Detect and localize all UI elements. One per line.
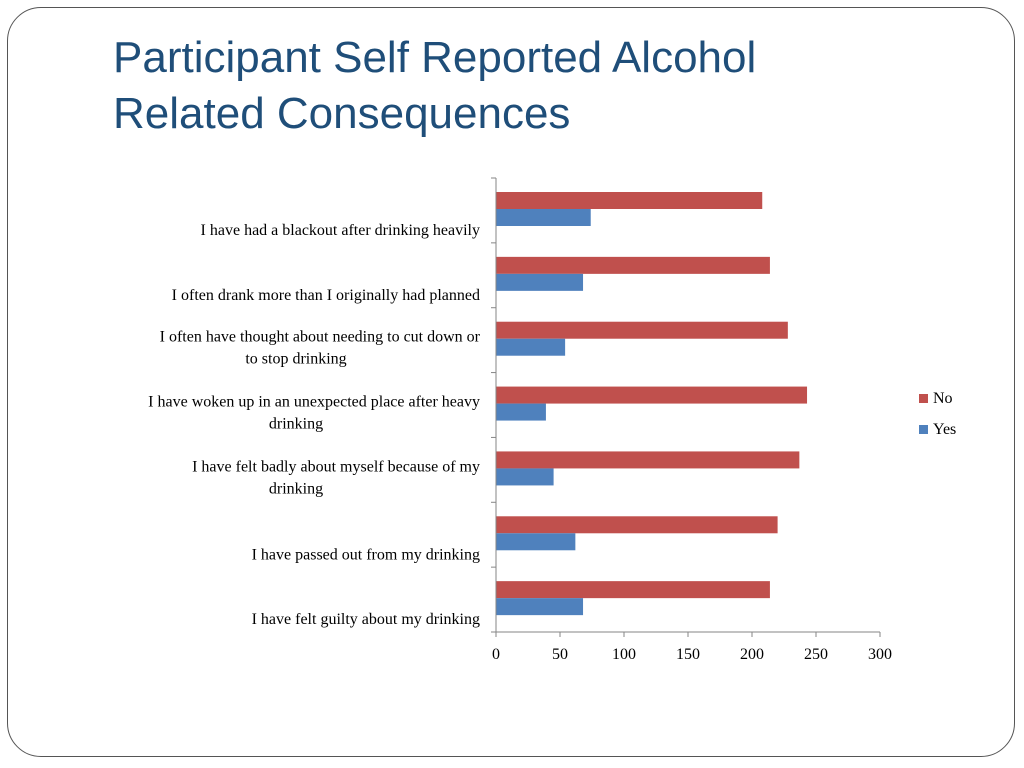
legend-label-yes: Yes (933, 421, 956, 438)
bar-yes-7 (496, 598, 584, 616)
bar-yes-1 (496, 209, 591, 226)
bar-yes-3 (496, 338, 566, 356)
bar-no-1 (496, 192, 763, 209)
category-label: I have woken up in an unexpected place a… (148, 394, 480, 411)
bar-no-6 (496, 516, 778, 534)
bar-no-5 (496, 451, 800, 469)
category-label: drinking (269, 480, 323, 497)
slide-title-line-1: Participant Self Reported Alcohol (113, 33, 757, 82)
bar-no-4 (496, 386, 808, 404)
x-tick-label: 100 (612, 646, 636, 663)
category-label: I have felt badly about myself because o… (192, 458, 480, 475)
x-tick-label: 150 (676, 646, 700, 663)
bar-yes-4 (496, 403, 546, 421)
category-label: drinking (269, 416, 323, 433)
category-label: I often drank more than I originally had… (172, 287, 480, 304)
bar-no-2 (496, 256, 770, 274)
x-tick-label: 200 (740, 646, 764, 663)
bar-yes-5 (496, 468, 554, 486)
bar-yes-6 (496, 533, 576, 551)
category-label: I have passed out from my drinking (252, 546, 480, 563)
bar-no-3 (496, 321, 788, 339)
x-tick-label: 0 (492, 646, 500, 663)
x-tick-label: 250 (804, 646, 828, 663)
slide-title: Participant Self Reported Alcohol Relate… (113, 30, 933, 142)
category-label: to stop drinking (245, 351, 346, 368)
x-tick-label: 300 (868, 646, 892, 663)
legend-swatch-no (919, 394, 928, 403)
category-label: I often have thought about needing to cu… (160, 329, 481, 346)
legend-label-no: No (933, 390, 953, 407)
legend-swatch-yes (919, 425, 928, 434)
category-label: I have had a blackout after drinking hea… (201, 222, 480, 239)
slide-title-line-2: Related Consequences (113, 89, 571, 138)
bar-yes-2 (496, 273, 584, 291)
x-tick-label: 50 (552, 646, 568, 663)
category-label: I have felt guilty about my drinking (252, 611, 480, 628)
bar-no-7 (496, 581, 770, 599)
